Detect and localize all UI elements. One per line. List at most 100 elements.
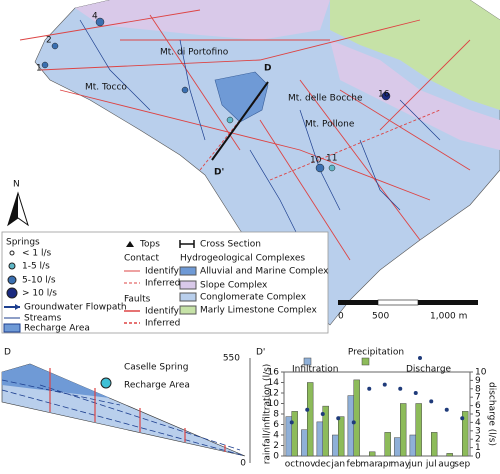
legend-item: Conglomerate Complex	[200, 293, 307, 303]
discharge-point	[429, 399, 434, 404]
legend	[1, 231, 329, 334]
y2-tick-label: 10	[475, 368, 487, 378]
bar	[415, 403, 422, 457]
discharge-point	[289, 420, 294, 425]
bar	[347, 395, 354, 457]
x-tick-label: jun	[408, 460, 423, 470]
y2-tick-label: 9	[475, 376, 481, 386]
y2-tick-label: 8	[475, 384, 481, 394]
map-label: Mt. Tocco	[85, 83, 127, 93]
discharge-point	[367, 386, 372, 391]
y-axis-label: rainfall/infiltration (l/s)	[263, 364, 273, 465]
x-tick-label: feb	[347, 460, 362, 470]
discharge-point	[305, 407, 310, 412]
legend-item: Identify	[145, 267, 180, 277]
spring-number: 4	[92, 12, 98, 22]
x-tick-label: apr	[377, 460, 392, 470]
legend-item: Infiltration	[292, 365, 339, 375]
legend-item: Streams	[24, 314, 62, 324]
map-label: Mt. delle Bocche	[288, 94, 363, 104]
legend-swatch	[303, 357, 312, 366]
cross-section-line	[211, 81, 269, 161]
legend-item: > 10 l/s	[22, 289, 57, 299]
bar	[409, 434, 416, 457]
y2-tick-label: 2	[475, 435, 481, 445]
y2-tick-label: 5	[475, 410, 481, 420]
legend-item: Alluvial and Marine Complex	[200, 267, 329, 277]
y-tick-label: 8	[273, 410, 279, 420]
legend-item: 1-5 l/s	[22, 262, 50, 272]
bar	[322, 405, 329, 457]
bar	[446, 453, 453, 457]
x-tick-label: oct	[285, 460, 299, 470]
legend-swatch	[361, 357, 370, 366]
legend-item: Groundwater Flowpath	[24, 303, 127, 313]
y-tick-label: 16	[268, 368, 280, 378]
legend-item: Marly Limestone Complex	[200, 306, 317, 316]
x-tick-label: jul	[425, 460, 437, 470]
legend-item: Discharge	[406, 365, 452, 375]
legend-swatch	[418, 356, 422, 360]
discharge-point	[444, 407, 449, 412]
x-tick-label: dec	[315, 460, 331, 470]
panel-label: D'	[256, 348, 265, 358]
x-tick-label: mar	[360, 460, 378, 470]
spring-number: 11	[326, 154, 337, 164]
bar	[462, 411, 469, 457]
bar	[316, 421, 323, 457]
spring-number: 2	[46, 36, 52, 46]
map-label: D'	[214, 168, 224, 178]
legend-title: Hydrogeological Complexes	[180, 254, 305, 264]
y2-tick-label: 7	[475, 393, 481, 403]
legend-item: Cross Section	[200, 240, 261, 250]
chart-title: Precipitation	[348, 348, 404, 358]
panel-label: D	[4, 348, 11, 358]
y-tick-label: 10	[268, 399, 280, 409]
spring-number: 1	[36, 64, 42, 74]
map-label: N	[13, 180, 20, 190]
y-tick-label: 14	[268, 378, 280, 388]
y-tick-label: 12	[268, 389, 279, 399]
bar	[301, 429, 308, 457]
y-tick-label: 0	[273, 452, 279, 462]
legend-item: < 1 l/s	[22, 249, 52, 259]
scale-label: 1,000 m	[430, 312, 467, 322]
bar	[369, 451, 376, 457]
map-label: D	[264, 64, 271, 74]
x-tick-label: may	[390, 460, 410, 470]
discharge-point	[382, 382, 387, 387]
spring-number: 16	[378, 90, 390, 100]
discharge-point	[413, 391, 418, 395]
x-tick-label: sep	[454, 460, 470, 470]
cross-section	[1, 358, 251, 463]
y-tick-label: 6	[273, 420, 279, 430]
map-label: Mt. Pollone	[305, 120, 355, 130]
scale-label: 0	[338, 312, 344, 322]
north-arrow	[7, 191, 29, 227]
bar	[384, 432, 391, 457]
legend-item: Contact	[124, 254, 159, 264]
slope-complex	[75, 0, 500, 150]
discharge-point	[460, 416, 465, 421]
y2-tick-label: 6	[475, 401, 481, 411]
discharge-point	[398, 386, 403, 391]
bar	[332, 434, 339, 457]
legend-item: Identify	[145, 307, 180, 317]
discharge-point	[320, 412, 325, 416]
scale-bar	[338, 299, 478, 306]
legend-item: Recharge Area	[24, 324, 90, 334]
legend-item: Faults	[124, 295, 151, 305]
spring-number: 10	[310, 156, 322, 166]
bar	[400, 403, 407, 457]
legend-item: Slope Complex	[200, 281, 268, 291]
cross-section-label: Caselle Spring	[124, 363, 188, 373]
x-tick-label: aug	[438, 460, 455, 470]
elevation-label: 0	[240, 459, 246, 469]
y2-tick-label: 0	[475, 452, 481, 462]
elevation-label: 550	[223, 354, 240, 364]
bar	[338, 416, 345, 457]
cross-section-label: Recharge Area	[124, 381, 190, 391]
legend-item: Inferred	[145, 279, 180, 289]
bar	[353, 379, 360, 457]
